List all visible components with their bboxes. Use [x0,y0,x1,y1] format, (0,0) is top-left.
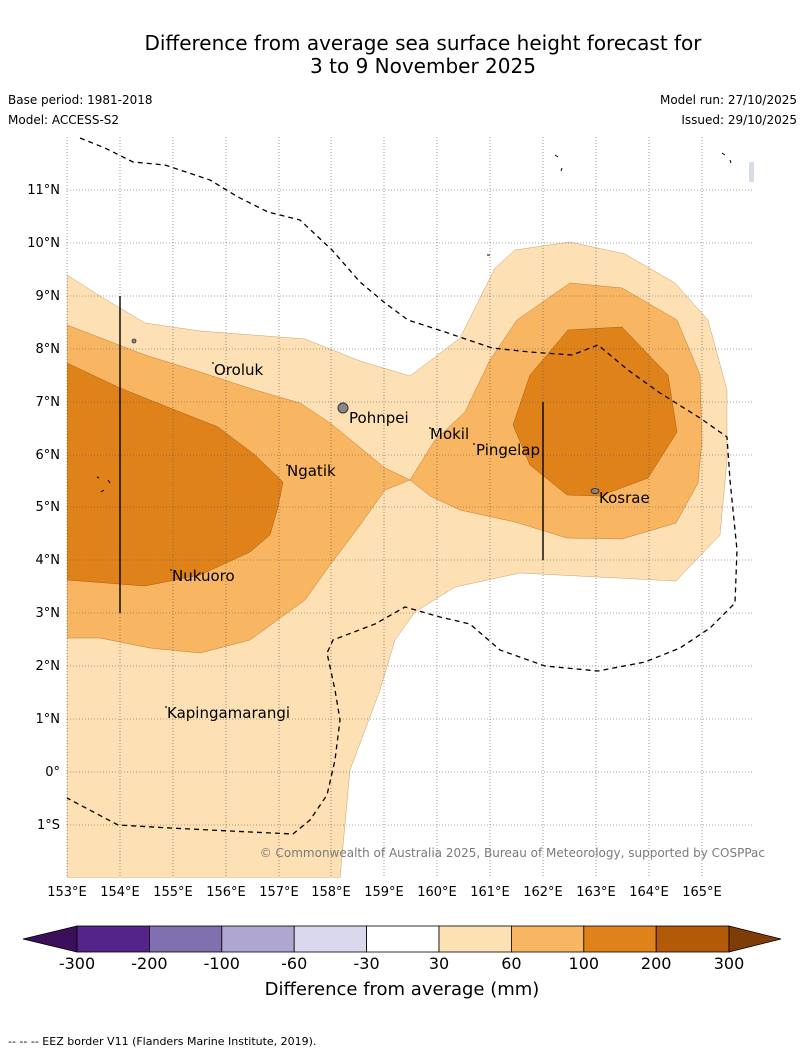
lon-label: 156°E [206,885,246,900]
colorbar-label: Difference from average (mm) [265,979,540,1000]
lat-label: 3°N [36,606,61,621]
title-line-2: 3 to 9 November 2025 [310,54,536,78]
colorbar-swatch [438,925,512,953]
lon-label: 155°E [153,885,193,900]
colorbar-extend-low [22,925,78,953]
copyright-notice: © Commonwealth of Australia 2025, Bureau… [260,846,765,860]
place-labels: Oroluk Pohnpei Mokil Pingelap Ngatik Kos… [165,361,650,722]
lon-label: 165°E [682,885,722,900]
place-kosrae: Kosrae [599,489,650,507]
colorbar-tick: 100 [569,954,600,973]
island-east-edge [749,162,754,182]
lon-axis-labels: 153°E 154°E 155°E 156°E 157°E 158°E 159°… [47,885,722,900]
lon-label: 161°E [470,885,510,900]
colorbar-tick: 60 [501,954,521,973]
colorbar-tick: -300 [59,954,95,973]
model-run-date: Model run: 27/10/2025 [659,93,797,107]
place-pohnpei: Pohnpei [349,409,409,427]
lat-label: 5°N [36,500,61,515]
sea-level-map: Oroluk Pohnpei Mokil Pingelap Ngatik Kos… [27,137,765,900]
place-ngatik: Ngatik [287,462,336,480]
contour-100-200-east [512,326,678,497]
lon-label: 162°E [523,885,563,900]
colorbar-tick: -60 [281,954,307,973]
island-north-1 [554,154,563,172]
lon-label: 158°E [311,885,351,900]
lat-label: 1°S [37,818,60,833]
colorbar-swatch [510,925,585,953]
place-pingelap: Pingelap [476,441,540,459]
lat-label: 9°N [36,289,61,304]
colorbar-tick: -100 [204,954,240,973]
eez-borders [67,137,738,835]
colorbar-tick: 300 [714,954,745,973]
colorbar-tick: -200 [131,954,167,973]
lat-label: 0° [45,765,60,780]
colorbar-swatch [583,925,657,953]
lon-label: 157°E [259,885,299,900]
title-line-1: Difference from average sea surface heig… [144,31,702,55]
place-nukuoro: Nukuoro [172,567,235,585]
lat-label: 7°N [36,395,61,410]
place-mokil: Mokil [430,425,469,443]
lon-label: 163°E [576,885,616,900]
lat-label: 2°N [36,659,61,674]
lat-label: 8°N [36,342,61,357]
colorbar-swatch [366,925,440,953]
island-small-1 [131,338,137,344]
islands [96,152,754,494]
eez-footnote: -- -- -- EEZ border V11 (Flanders Marine… [8,1035,317,1048]
island-pohnpei [337,402,349,414]
colorbar-swatch [221,925,295,953]
issued-date: Issued: 29/10/2025 [681,113,797,127]
page-title: Difference from average sea surface heig… [0,32,804,78]
colorbar-extend-high [728,925,782,953]
island-north-2 [721,152,732,164]
island-kosrae [590,488,600,494]
model-name: Model: ACCESS-S2 [8,113,120,127]
colorbar-tick: 30 [429,954,449,973]
place-kapingamarangi: Kapingamarangi [167,704,290,722]
colorbar-tick: -30 [354,954,380,973]
lon-label: 160°E [417,885,457,900]
lon-label: 154°E [100,885,140,900]
colorbar-tick: 200 [641,954,672,973]
base-period: Base period: 1981-2018 [8,93,153,107]
lon-label: 153°E [47,885,87,900]
place-oroluk: Oroluk [214,361,263,379]
lat-label: 10°N [27,236,60,251]
lon-label: 159°E [364,885,404,900]
colorbar-swatch [293,925,368,953]
lat-label: 11°N [27,183,60,198]
lat-label: 1°N [36,712,61,727]
lon-gridlines [66,137,703,878]
eez-border-north [67,137,738,835]
colorbar-swatch [76,925,150,953]
lat-label: 6°N [36,448,61,463]
lat-gridlines [67,189,754,826]
colorbar-swatch [655,925,730,953]
lon-label: 164°E [629,885,669,900]
lat-axis-labels: 11°N 10°N 9°N 8°N 7°N 6°N 5°N 4°N 3°N 2°… [27,183,60,833]
lat-label: 4°N [36,553,61,568]
colorbar-swatch [148,925,223,953]
island-cluster-west [96,476,111,493]
colorbar: -300 -200 -100 -60 -30 30 60 100 200 300… [22,925,782,1000]
